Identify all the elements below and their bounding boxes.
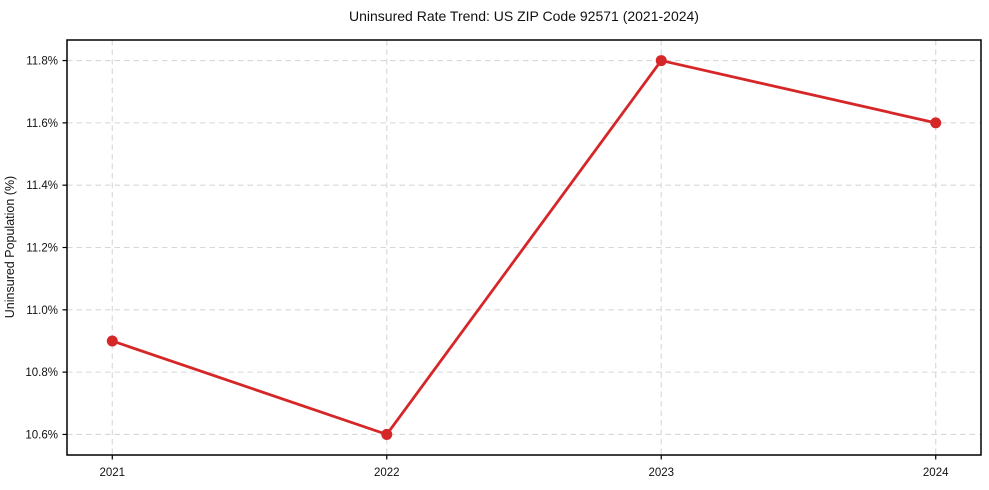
data-point-2023: [655, 55, 667, 67]
y-tick-label: 11.0%: [26, 305, 58, 317]
data-point-2024: [930, 117, 942, 129]
data-point-2021: [106, 335, 118, 347]
y-axis-label: Uninsured Population (%): [3, 176, 17, 318]
x-tick-label: 2023: [648, 467, 674, 479]
trend-line: [110, 59, 938, 436]
x-tick-label: 2021: [99, 467, 125, 479]
x-tick-label: 2022: [374, 467, 400, 479]
y-tick-label: 11.4%: [26, 180, 58, 192]
trend-line-series: [106, 55, 942, 440]
chart-title: Uninsured Rate Trend: US ZIP Code 92571 …: [349, 8, 699, 24]
y-tick-label: 11.2%: [26, 243, 58, 255]
gridlines: [67, 40, 981, 455]
axis-ticks-and-labels: 10.6% 10.8% 11.0% 11.2% 11.4% 11.6% 11.8% 2021 2…: [25, 56, 949, 479]
y-tick-label: 10.6%: [25, 429, 58, 441]
y-tick-label: 10.8%: [25, 367, 58, 379]
x-tick-label: 2024: [923, 467, 949, 479]
data-point-2022: [381, 428, 393, 440]
y-tick-label: 11.8%: [26, 56, 58, 68]
y-tick-label: 11.6%: [26, 118, 58, 130]
plot-border: [66, 39, 982, 456]
